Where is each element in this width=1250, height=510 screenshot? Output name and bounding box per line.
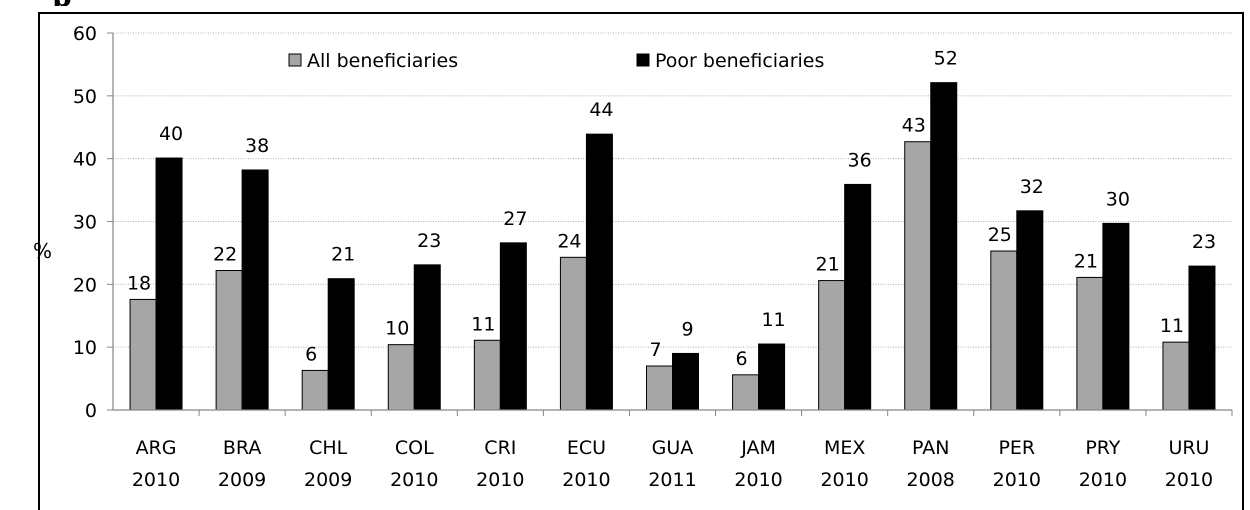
y-tick-label: 40: [73, 149, 97, 171]
bar-poor-beneficiaries: [930, 82, 958, 411]
data-label-poor-beneficiaries: 21: [331, 244, 355, 266]
x-tick-label-year: 2010: [132, 469, 180, 491]
axes: [112, 33, 1232, 411]
x-tick-label-year: 2011: [648, 469, 696, 491]
y-tick-label: 30: [73, 212, 97, 234]
x-tick-label-country: COL: [395, 437, 434, 459]
bar-all-beneficiaries: [904, 141, 932, 411]
x-tick-label-country: ECU: [567, 437, 606, 459]
legend-entry: All beneficiaries: [307, 50, 458, 72]
data-label-poor-beneficiaries: 11: [761, 309, 785, 331]
bars: [129, 82, 1216, 411]
x-tick-label-country: PER: [998, 437, 1035, 459]
legend-swatch: [288, 53, 302, 67]
data-label-all-beneficiaries: 22: [213, 244, 237, 266]
x-tick-label-country: GUA: [652, 437, 694, 459]
bar-all-beneficiaries: [1076, 276, 1104, 411]
y-tick-label: 60: [73, 23, 97, 45]
header-fragment: p: [52, 0, 108, 6]
data-label-all-beneficiaries: 21: [816, 254, 840, 276]
bar-poor-beneficiaries: [758, 343, 786, 411]
bar-poor-beneficiaries: [1016, 210, 1044, 411]
bar-poor-beneficiaries: [413, 264, 441, 411]
data-label-poor-beneficiaries: 9: [681, 318, 693, 340]
data-label-all-beneficiaries: 6: [305, 343, 317, 365]
legend: All beneficiaries Poor beneficiaries: [288, 50, 824, 72]
x-tick-label-year: 2009: [218, 469, 266, 491]
y-tick-label: 50: [73, 86, 97, 108]
x-tick-labels: ARG 2010 BRA 2009 CHL 2009 COL 2010 CRI 2010 ECU 20…: [132, 437, 1213, 491]
x-tick-label-year: 2010: [562, 469, 610, 491]
data-label-all-beneficiaries: 21: [1074, 250, 1098, 272]
x-tick-label-year: 2008: [907, 469, 955, 491]
bar-all-beneficiaries: [818, 280, 846, 411]
bar-all-beneficiaries: [990, 250, 1018, 411]
x-tick-label-country: CRI: [484, 437, 516, 459]
data-label-poor-beneficiaries: 38: [245, 135, 269, 157]
bar-all-beneficiaries: [559, 256, 587, 411]
x-tick-label-year: 2010: [993, 469, 1041, 491]
x-tick-label-country: CHL: [309, 437, 348, 459]
x-tick-label-year: 2010: [1165, 469, 1213, 491]
data-label-poor-beneficiaries: 23: [1192, 231, 1216, 253]
bar-poor-beneficiaries: [499, 242, 527, 411]
data-label-poor-beneficiaries: 30: [1106, 188, 1130, 210]
data-label-poor-beneficiaries: 36: [848, 149, 872, 171]
bar-all-beneficiaries: [732, 374, 760, 411]
data-labels: 18 40 22 38 6 21 10 23 11 27 24 44 79 6 11 21 36 43 52 25 32…: [127, 48, 1216, 370]
x-tick-label-country: BRA: [223, 437, 261, 459]
data-label-poor-beneficiaries: 23: [417, 230, 441, 252]
y-tick-label: 10: [73, 337, 97, 359]
x-tick-label-year: 2010: [1079, 469, 1127, 491]
x-tick-label-year: 2010: [734, 469, 782, 491]
data-label-all-beneficiaries: 10: [385, 318, 409, 340]
y-axis-label: %: [33, 239, 52, 263]
data-label-all-beneficiaries: 25: [988, 224, 1012, 246]
bar-poor-beneficiaries: [1102, 222, 1130, 411]
data-label-all-beneficiaries: 11: [1160, 315, 1184, 337]
legend-swatch: [636, 53, 650, 67]
x-tick-label-year: 2010: [390, 469, 438, 491]
x-tick-label-year: 2009: [304, 469, 352, 491]
y-tick-label: 20: [73, 274, 97, 296]
data-label-all-beneficiaries: 18: [127, 272, 151, 294]
bar-poor-beneficiaries: [327, 278, 355, 411]
bar-all-beneficiaries: [215, 270, 243, 411]
bar-poor-beneficiaries: [155, 157, 183, 411]
bar-poor-beneficiaries: [585, 133, 613, 411]
bar-poor-beneficiaries: [1188, 265, 1216, 411]
x-tick-label-country: PRY: [1085, 437, 1120, 459]
bar-all-beneficiaries: [1162, 341, 1190, 411]
data-label-all-beneficiaries: 6: [736, 348, 748, 370]
x-tick-label-country: ARG: [136, 437, 177, 459]
data-label-all-beneficiaries: 11: [471, 313, 495, 335]
y-tick-labels: 0 10 20 30 40 50 60: [73, 23, 97, 422]
x-tick-label-year: 2010: [476, 469, 524, 491]
x-tick-label-country: URU: [1168, 437, 1209, 459]
data-label-poor-beneficiaries: 40: [159, 123, 183, 145]
bar-all-beneficiaries: [129, 298, 157, 411]
bar-all-beneficiaries: [301, 369, 329, 411]
data-label-poor-beneficiaries: 32: [1020, 176, 1044, 198]
data-label-poor-beneficiaries: 52: [934, 48, 958, 70]
x-tick-label-country: JAM: [740, 437, 776, 459]
data-label-all-beneficiaries: 43: [902, 115, 926, 137]
x-tick-label-country: PAN: [912, 437, 949, 459]
y-tick-label: 0: [85, 400, 97, 422]
data-label-all-beneficiaries: 24: [557, 230, 581, 252]
x-tick-label-year: 2010: [820, 469, 868, 491]
bar-all-beneficiaries: [646, 365, 673, 411]
legend-entry: Poor beneficiaries: [655, 50, 824, 72]
bar-poor-beneficiaries: [241, 169, 269, 411]
bar-all-beneficiaries: [473, 339, 501, 411]
data-label-all-beneficiaries: 7: [649, 339, 661, 361]
bar-poor-beneficiaries: [844, 183, 872, 411]
bar-poor-beneficiaries: [672, 352, 699, 411]
gridlines: [107, 32, 1233, 416]
x-tick-label-country: MEX: [824, 437, 865, 459]
bar-all-beneficiaries: [387, 344, 415, 411]
data-label-poor-beneficiaries: 44: [589, 99, 613, 121]
data-label-poor-beneficiaries: 27: [503, 208, 527, 230]
